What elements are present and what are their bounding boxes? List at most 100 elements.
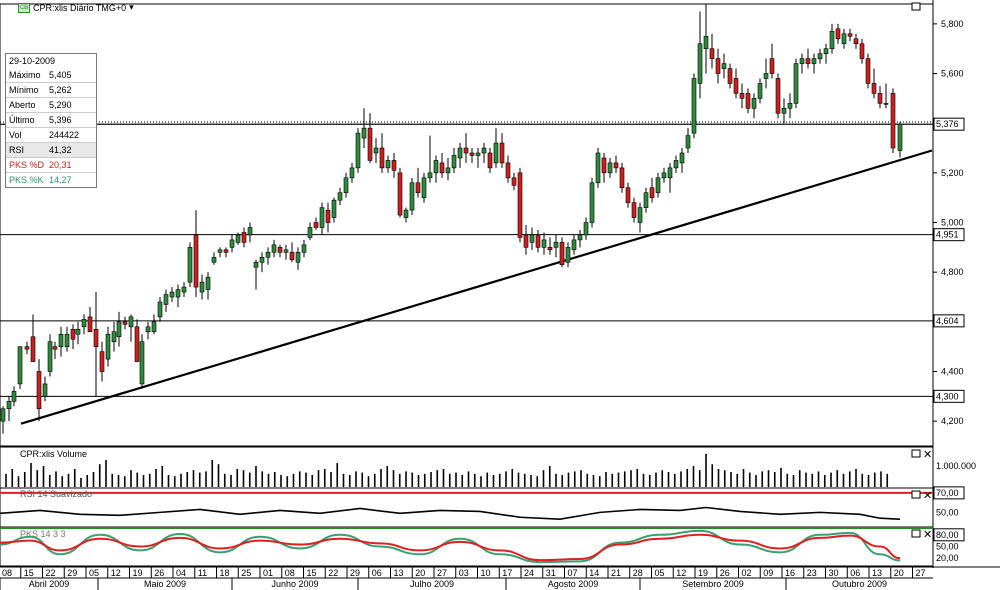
ohlc-value: 244422	[49, 130, 80, 140]
candle-body	[787, 103, 793, 109]
candle-body	[883, 103, 889, 105]
date-tick-label: 28	[633, 568, 643, 578]
candle-body	[823, 48, 829, 54]
month-label: Agosto 2009	[548, 579, 599, 589]
ohlc-info-box: 29-10-2009 Máximo 5,405 Mínimo 5,262 Aberto 5…	[5, 53, 97, 188]
trend-line	[20, 149, 933, 425]
candle-body	[52, 346, 58, 350]
candle-body	[181, 286, 187, 293]
candle-body	[397, 172, 403, 216]
candle-body	[439, 162, 445, 174]
candle-body	[673, 160, 679, 169]
ohlc-row: Mínimo 5,262	[6, 82, 96, 97]
candle-body	[87, 316, 93, 333]
candle-body	[271, 244, 277, 253]
candle-body	[81, 319, 87, 328]
candle-body	[897, 123, 903, 151]
date-tick-label: 05	[655, 568, 665, 578]
candle-body	[199, 281, 205, 293]
candle-body	[169, 291, 175, 298]
ohlc-value: 20,31	[49, 160, 72, 170]
pks-maximize-icon	[911, 529, 921, 538]
candle-body	[307, 227, 313, 238]
maximize-icon	[911, 2, 921, 11]
date-tick-label: 23	[807, 568, 817, 578]
date-tick-label: 02	[742, 568, 752, 578]
date-tick-label: 07	[568, 568, 578, 578]
ohlc-key: PKS %D	[9, 160, 45, 170]
rsi-line	[0, 506, 901, 521]
candle-body	[128, 316, 134, 328]
date-tick-label: 14	[589, 568, 599, 578]
candle-body	[30, 336, 36, 362]
rsi-panel-label: RSI 14 Suavizado	[20, 489, 92, 499]
candle-body	[655, 177, 661, 194]
candle-body	[547, 247, 553, 251]
y-tick-label: 4,800	[941, 267, 964, 277]
candle-body	[799, 58, 805, 64]
date-tick-label: 05	[89, 568, 99, 578]
candle-body	[829, 31, 835, 49]
candle-body	[229, 239, 235, 248]
volume-maximize-icon	[911, 449, 921, 458]
candle-body	[487, 152, 493, 169]
ohlc-row: Aberto 5,290	[6, 97, 96, 112]
candle-body	[391, 160, 397, 171]
date-tick-label: 15	[24, 568, 34, 578]
candle-body	[541, 239, 547, 248]
candle-body	[757, 83, 763, 99]
candle-body	[847, 33, 853, 37]
date-tick-label: 13	[394, 568, 404, 578]
candle-body	[385, 160, 391, 169]
candle-body	[517, 172, 523, 238]
date-tick-label: 27	[437, 568, 447, 578]
chevron-down-icon[interactable]: ▾	[129, 2, 134, 12]
candle-body	[379, 147, 385, 169]
candle-body	[613, 162, 619, 169]
volume-panel-label: CPR:xlis Volume	[20, 449, 87, 459]
candle-body	[427, 172, 433, 179]
ohlc-row: RSI 41,32	[6, 142, 96, 157]
candle-body	[571, 239, 577, 251]
rsi-close-icon: ✕	[923, 490, 932, 502]
candle-body	[745, 93, 751, 109]
date-tick-label: 20	[894, 568, 904, 578]
candle-body	[589, 182, 595, 223]
candle-body	[607, 162, 613, 174]
candle-body	[223, 249, 229, 253]
candle-body	[24, 346, 30, 350]
candle-body	[667, 167, 673, 179]
candle-body	[111, 331, 117, 343]
candle-body	[421, 177, 427, 198]
date-tick-label: 27	[916, 568, 926, 578]
candle-body	[0, 408, 6, 422]
candle-body	[93, 328, 99, 347]
candle-body	[721, 63, 727, 69]
candle-body	[499, 142, 505, 164]
ohlc-key: Aberto	[9, 100, 36, 110]
date-tick-label: 06	[850, 568, 860, 578]
ohlc-date: 29-10-2009	[9, 56, 56, 66]
candle-body	[433, 160, 439, 174]
candle-body	[331, 199, 337, 218]
candle-body	[241, 232, 247, 243]
pks-k-line	[0, 529, 901, 564]
candle-body	[793, 63, 799, 104]
candle-body	[601, 157, 607, 174]
candle-body	[679, 152, 685, 164]
symbol-header[interactable]: CB CPR:xlis Diário TMG+0 ▾	[18, 2, 134, 13]
candle-body	[451, 155, 457, 169]
candle-body	[703, 35, 709, 49]
candle-body	[463, 147, 469, 154]
y-tick-label: 5,600	[941, 69, 964, 79]
level-label-box	[933, 389, 965, 403]
candle-body	[890, 93, 896, 149]
candle-body	[367, 127, 373, 161]
candle-body	[637, 207, 643, 223]
candle-body	[631, 202, 637, 218]
candle-body	[265, 252, 271, 258]
date-tick-label: 17	[502, 568, 512, 578]
ohlc-value: 5,405	[49, 70, 72, 80]
candle-body	[775, 78, 781, 114]
